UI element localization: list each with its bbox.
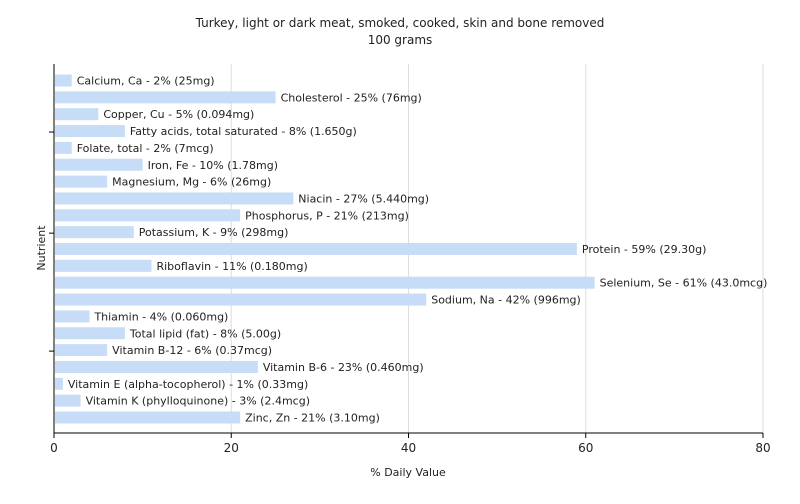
bar-label-14: Thiamin - 4% (0.060mg) [93,310,228,323]
bar-label-15: Total lipid (fat) - 8% (5.00g) [129,327,281,340]
bar-label-3: Fatty acids, total saturated - 8% (1.650… [130,125,357,138]
bar-4 [55,141,72,154]
bar-label-18: Vitamin E (alpha-tocopherol) - 1% (0.33m… [68,378,308,391]
x-tick-label-4: 80 [755,441,770,455]
bar-10 [55,243,577,255]
bar-11 [55,259,152,272]
x-tick-label-3: 60 [578,441,593,455]
x-ticks: 0 20 40 60 80 [49,131,771,455]
bar-label-17: Vitamin B-6 - 23% (0.460mg) [263,361,424,374]
bar-label-8: Phosphorus, P - 21% (213mg) [245,209,409,222]
bar-2 [55,108,99,121]
bar-15 [55,327,125,340]
bar-label-7: Niacin - 27% (5.440mg) [298,192,429,205]
bar-label-12: Selenium, Se - 61% (43.0mcg) [600,277,768,290]
bar-label-16: Vitamin B-12 - 6% (0.37mcg) [112,344,272,357]
bar-7 [55,192,294,205]
bars: Calcium, Ca - 2% (25mg) Cholesterol - 25%… [55,74,768,425]
bar-16 [55,344,108,357]
bar-8 [55,209,241,222]
bar-3 [55,125,125,138]
bar-12 [55,276,595,289]
bar-label-10: Protein - 59% (29.30g) [582,243,707,256]
bar-label-5: Iron, Fe - 10% (1.78mg) [148,159,278,172]
bar-14 [55,310,90,323]
bar-18 [55,377,63,390]
bar-19 [55,394,81,407]
bar-20 [55,411,241,424]
bar-label-13: Sodium, Na - 42% (996mg) [431,294,581,307]
bar-label-11: Riboflavin - 11% (0.180mg) [156,260,307,273]
chart-subtitle: 100 grams [368,33,433,47]
bar-label-4: Folate, total - 2% (7mcg) [77,142,214,155]
x-tick-label-2: 40 [401,441,416,455]
bar-5 [55,158,143,171]
bar-label-0: Calcium, Ca - 2% (25mg) [77,75,215,88]
bar-17 [55,360,258,373]
x-tick-label-0: 0 [50,441,58,455]
x-axis-label: % Daily Value [370,466,446,479]
bar-1 [55,91,276,104]
bar-6 [55,175,108,188]
bar-label-19: Vitamin K (phylloquinone) - 3% (2.4mcg) [86,395,310,408]
x-tick-label-1: 20 [224,441,239,455]
chart-title: Turkey, light or dark meat, smoked, cook… [195,16,605,30]
bar-9 [55,226,134,239]
bar-13 [55,293,427,306]
y-axis-label: Nutrient [35,225,48,271]
bar-label-20: Zinc, Zn - 21% (3.10mg) [245,412,380,425]
bar-label-9: Potassium, K - 9% (298mg) [139,226,289,239]
bar-0 [55,74,72,87]
bar-label-6: Magnesium, Mg - 6% (26mg) [112,176,271,189]
bar-label-1: Cholesterol - 25% (76mg) [281,91,422,104]
bar-label-2: Copper, Cu - 5% (0.094mg) [103,108,254,121]
